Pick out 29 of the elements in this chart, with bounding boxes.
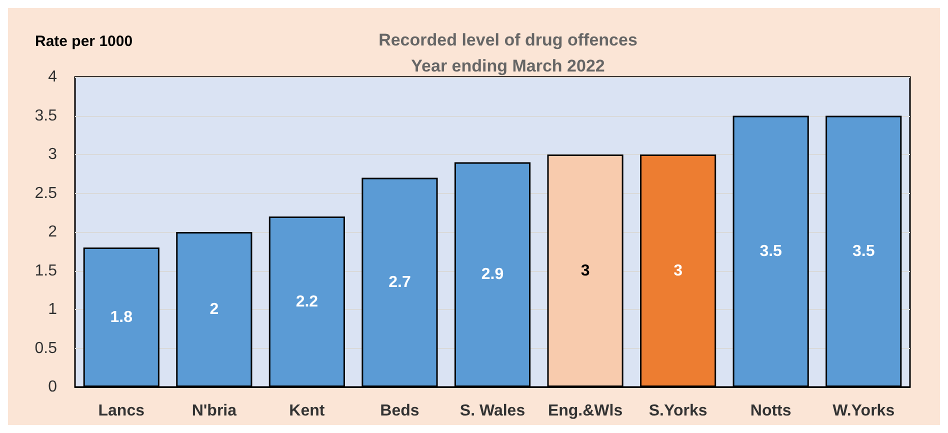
y-tick-label: 0 xyxy=(48,378,58,396)
y-tick-label: 3 xyxy=(48,146,58,163)
x-tick-label: W.Yorks xyxy=(832,402,895,420)
x-tick-label: Eng.&Wls xyxy=(548,402,623,420)
data-label: 2 xyxy=(210,301,219,318)
data-label: 3 xyxy=(580,262,590,280)
y-axis-title: Rate per 1000 xyxy=(35,33,133,50)
y-tick-label: 4 xyxy=(48,68,58,86)
y-tick-label: 0.5 xyxy=(34,340,58,357)
x-tick-label: Notts xyxy=(750,402,792,420)
data-label: 3.5 xyxy=(760,242,782,260)
x-tick-label: S. Wales xyxy=(460,402,526,420)
y-tick-label: 2.5 xyxy=(34,184,58,202)
y-tick-label: 1 xyxy=(48,301,58,318)
x-tick-label: S.Yorks xyxy=(648,402,708,420)
x-tick-label: Beds xyxy=(380,402,420,420)
data-label: 3 xyxy=(674,262,683,280)
data-label: 1.8 xyxy=(110,308,133,326)
chart-title: Recorded level of drug offences Year ending March 2022 xyxy=(378,30,638,76)
y-tick-label: 1.5 xyxy=(34,262,58,280)
x-tick-label: Lancs xyxy=(98,402,145,420)
data-label: 2.2 xyxy=(296,293,318,310)
data-label: 3.5 xyxy=(852,242,875,260)
y-tick-label: 3.5 xyxy=(34,107,58,124)
data-label: 2.7 xyxy=(388,274,411,291)
data-label: 2.9 xyxy=(481,266,504,284)
x-tick-label: Kent xyxy=(289,402,326,420)
y-tick-label: 2 xyxy=(48,224,58,240)
x-tick-label: N'bria xyxy=(192,402,237,420)
